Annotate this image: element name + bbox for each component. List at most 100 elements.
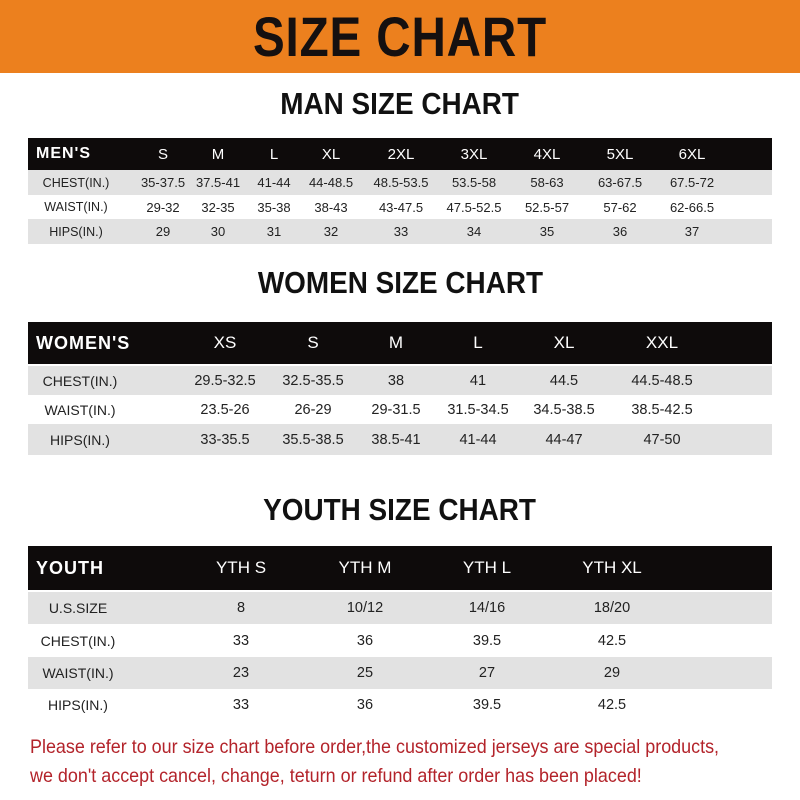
size-column-header: M — [388, 333, 404, 352]
measurement-value: 29-32 — [146, 199, 180, 215]
measurement-value: 23 — [232, 665, 250, 681]
measurement-value: 36 — [612, 224, 628, 239]
measurement-label: WAIST(IN.) — [44, 401, 116, 418]
youth-header-label: YOUTH — [36, 557, 104, 578]
size-column-header: L — [473, 333, 483, 352]
size-column-header: S — [307, 333, 319, 352]
measurement-label: HIPS(IN.) — [48, 696, 108, 713]
measurement-value: 41 — [469, 372, 487, 389]
table-row: CHEST(IN.) 29.5-32.5 32.5-35.5 38 41 44.5 44.5… — [28, 366, 772, 395]
women-section-title: WOMEN SIZE CHART — [0, 265, 800, 301]
women-title-text: WOMEN SIZE CHART — [257, 265, 543, 300]
notice-line-2: we don't accept cancel, change, teturn o… — [30, 765, 642, 787]
measurement-value: 33-35.5 — [200, 431, 250, 448]
measurement-label: HIPS(IN.) — [50, 431, 110, 448]
notice-line-1: Please refer to our size chart before or… — [30, 736, 720, 758]
measurement-value: 25 — [356, 665, 374, 681]
men-header-label: MEN'S — [36, 145, 92, 162]
size-column-header: YTH S — [215, 558, 267, 577]
measurement-value: 36 — [356, 696, 374, 713]
measurement-value: 32 — [323, 224, 339, 239]
measurement-value: 44.5-48.5 — [631, 372, 693, 389]
order-notice: Please refer to our size chart before or… — [30, 733, 790, 791]
measurement-label: CHEST(IN.) — [42, 175, 110, 190]
size-column-header: 2XL — [387, 145, 415, 163]
measurement-value: 38-43 — [314, 199, 348, 215]
size-column-header: XXL — [645, 333, 679, 352]
table-row: CHEST(IN.) 35-37.5 37.5-41 41-44 44-48.5 48.5… — [28, 170, 772, 195]
measurement-value: 34 — [466, 224, 482, 239]
size-column-header: YTH XL — [582, 558, 642, 577]
measurement-value: 39.5 — [472, 632, 502, 649]
men-title-text: MAN SIZE CHART — [280, 86, 520, 121]
size-column-header: XL — [553, 333, 575, 352]
table-row: HIPS(IN.) 33 36 39.5 42.5 — [28, 689, 772, 720]
size-column-header: YTH M — [338, 558, 392, 577]
measurement-value: 44.5 — [549, 372, 579, 389]
table-row: WAIST(IN.) 23 25 27 29 — [28, 657, 772, 689]
youth-size-table: YOUTH YTH S YTH M YTH L YTH XL U.S.SIZE 8 10/12… — [28, 546, 772, 720]
measurement-value: 27 — [478, 665, 496, 681]
measurement-value: 44-47 — [545, 431, 583, 448]
measurement-value: 30 — [210, 224, 226, 239]
size-column-header: XS — [213, 333, 237, 352]
table-row: CHEST(IN.) 33 36 39.5 42.5 — [28, 624, 772, 657]
size-column-header: S — [157, 145, 169, 163]
size-column-header: L — [269, 145, 279, 163]
size-column-header: 4XL — [533, 145, 561, 163]
measurement-value: 18/20 — [593, 600, 631, 616]
measurement-value: 53.5-58 — [451, 175, 497, 190]
measurement-value: 31 — [266, 224, 282, 239]
youth-section-title: YOUTH SIZE CHART — [0, 492, 800, 528]
measurement-value: 29 — [603, 665, 621, 681]
measurement-value: 42.5 — [597, 632, 627, 649]
measurement-value: 31.5-34.5 — [447, 401, 509, 418]
measurement-value: 38.5-42.5 — [631, 401, 693, 418]
size-column-header: M — [211, 145, 225, 163]
measurement-value: 23.5-26 — [200, 401, 250, 418]
measurement-value: 39.5 — [472, 696, 502, 713]
title-banner: SIZE CHART — [0, 0, 800, 73]
measurement-value: 47-50 — [643, 431, 681, 448]
men-section-title: MAN SIZE CHART — [0, 86, 800, 122]
measurement-value: 32.5-35.5 — [282, 372, 344, 389]
measurement-value: 35-38 — [257, 199, 291, 215]
measurement-value: 63-67.5 — [597, 175, 643, 190]
table-row: HIPS(IN.) 29 30 31 32 33 34 35 36 37 — [28, 219, 772, 244]
measurement-value: 29.5-32.5 — [194, 372, 256, 389]
table-row: WAIST(IN.) 29-32 32-35 35-38 38-43 43-47.5 47.… — [28, 195, 772, 219]
measurement-value: 33 — [393, 224, 409, 239]
measurement-value: 10/12 — [346, 600, 384, 616]
measurement-value: 41-44 — [257, 175, 291, 190]
women-header-row: WOMEN'S XS S M L XL XXL — [28, 322, 772, 364]
measurement-value: 38.5-41 — [371, 431, 421, 448]
measurement-value: 8 — [236, 600, 246, 616]
measurement-label: WAIST(IN.) — [44, 200, 108, 214]
measurement-value: 33 — [232, 696, 250, 713]
men-size-table: MEN'S S M L XL 2XL 3XL 4XL 5XL 6XL CHEST(IN.) 35-37… — [28, 138, 772, 244]
measurement-value: 47.5-52.5 — [446, 199, 502, 215]
youth-title-text: YOUTH SIZE CHART — [263, 492, 537, 527]
size-column-header: 5XL — [606, 145, 634, 163]
measurement-value: 29 — [155, 224, 171, 239]
measurement-value: 35-37.5 — [140, 175, 186, 190]
men-header-row: MEN'S S M L XL 2XL 3XL 4XL 5XL 6XL — [28, 138, 772, 170]
measurement-value: 37 — [684, 224, 700, 239]
measurement-value: 35 — [539, 224, 555, 239]
measurement-value: 62-66.5 — [669, 199, 715, 215]
measurement-value: 32-35 — [201, 199, 235, 215]
measurement-value: 38 — [387, 372, 405, 389]
measurement-value: 14/16 — [468, 600, 506, 616]
measurement-value: 67.5-72 — [669, 175, 715, 190]
main-title: SIZE CHART — [252, 5, 548, 68]
women-header-label: WOMEN'S — [36, 332, 131, 353]
measurement-label: HIPS(IN.) — [49, 224, 103, 239]
measurement-value: 35.5-38.5 — [282, 431, 344, 448]
measurement-value: 34.5-38.5 — [533, 401, 595, 418]
measurement-label: CHEST(IN.) — [40, 632, 116, 649]
size-column-header: 6XL — [678, 145, 706, 163]
measurement-value: 48.5-53.5 — [373, 175, 429, 190]
size-column-header: YTH L — [462, 558, 512, 577]
measurement-value: 26-29 — [294, 401, 332, 418]
